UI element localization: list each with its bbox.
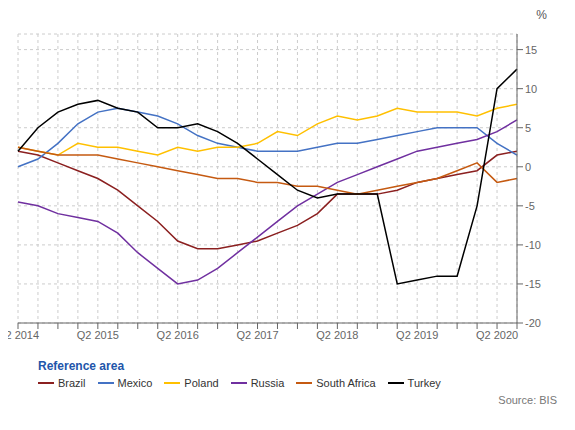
html-text:Brazil: Brazil xyxy=(58,377,86,389)
svg-text:0: 0 xyxy=(525,161,531,173)
svg-text:Q2 2014: Q2 2014 xyxy=(8,329,39,341)
svg-text:Q2 2018: Q2 2018 xyxy=(316,329,358,341)
svg-text:-15: -15 xyxy=(525,278,541,290)
svg-text:Q2 2020: Q2 2020 xyxy=(476,329,518,341)
html-text:Turkey: Turkey xyxy=(407,377,441,389)
html-text:Reference area: Reference area xyxy=(38,359,125,373)
svg-text:Q2 2019: Q2 2019 xyxy=(396,329,438,341)
html-text:South Africa: South Africa xyxy=(316,377,376,389)
svg-text:Q2 2017: Q2 2017 xyxy=(236,329,278,341)
html-text:Russia: Russia xyxy=(250,377,285,389)
html-text:Source: BIS: Source: BIS xyxy=(498,394,557,406)
svg-text:-5: -5 xyxy=(525,200,535,212)
svg-text:Q2 2016: Q2 2016 xyxy=(157,329,199,341)
html-text:Poland: Poland xyxy=(184,377,219,389)
svg-text:-20: -20 xyxy=(525,317,541,329)
svg-text:10: 10 xyxy=(525,83,537,95)
svg-text:5: 5 xyxy=(525,122,531,134)
html-text:Mexico: Mexico xyxy=(117,377,153,389)
svg-text:-10: -10 xyxy=(525,239,541,251)
svg-text:15: 15 xyxy=(525,44,537,56)
svg-text:Q2 2015: Q2 2015 xyxy=(77,329,119,341)
